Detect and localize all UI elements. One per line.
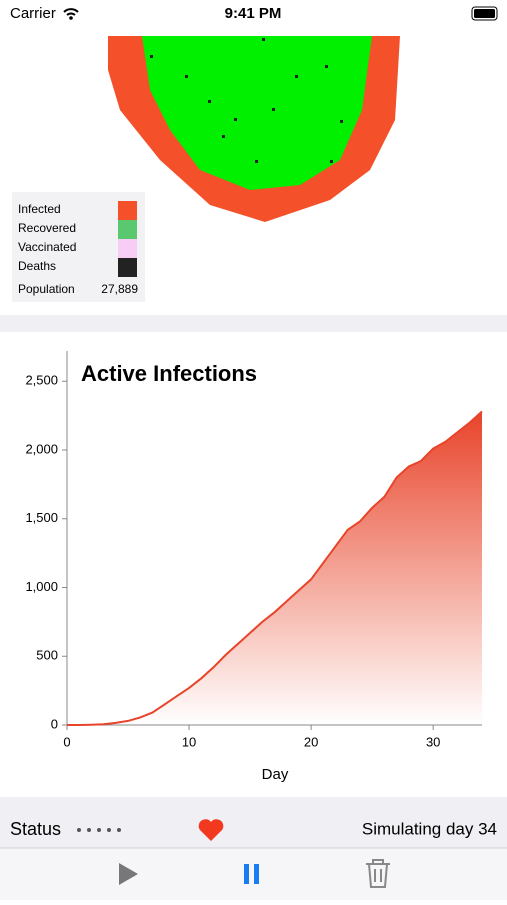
area-fill — [67, 411, 482, 725]
y-tick-label: 500 — [36, 648, 58, 663]
line — [67, 410, 483, 726]
pause-button-bar[interactable] — [254, 864, 259, 884]
y-tick-label: 2,500 — [25, 373, 58, 388]
toolbar — [0, 848, 507, 900]
battery-level — [474, 9, 495, 18]
chart-title: Active Infections — [81, 361, 257, 386]
population-label: Population — [18, 282, 75, 296]
trash-button[interactable] — [366, 859, 390, 888]
legend-label: Infected — [18, 202, 61, 216]
y-tick-label: 2,000 — [25, 441, 58, 456]
legend-label: Deaths — [18, 259, 56, 273]
x-tick-label: 20 — [304, 734, 318, 749]
status-bar — [0, 0, 507, 35]
clock: 9:41 PM — [225, 5, 282, 22]
legend-swatch — [118, 239, 137, 258]
legend-swatch — [118, 220, 137, 239]
legend: Infected Recovered Vaccinated Deaths Populat… — [18, 201, 138, 296]
x-axis-label: Day — [262, 766, 289, 783]
status-panel — [0, 797, 507, 848]
status-label: Status — [10, 819, 61, 839]
play-button[interactable] — [119, 863, 138, 885]
carrier: Carrier — [10, 5, 56, 22]
x-tick-label: 10 — [182, 734, 196, 749]
y-tick-label: 0 — [51, 716, 58, 731]
recovered-region — [142, 36, 372, 190]
wifi-icon — [63, 8, 79, 16]
legend-label: Recovered — [18, 221, 76, 235]
status-dots — [77, 828, 121, 832]
x-tick-label: 0 — [63, 734, 70, 749]
y-tick-label: 1,000 — [25, 579, 58, 594]
death-dots — [150, 38, 343, 163]
separator — [0, 315, 507, 332]
heart-icon — [198, 819, 224, 841]
y-tick-label: 1,500 — [25, 510, 58, 525]
legend-label: Vaccinated — [18, 240, 76, 254]
chart: Active Infections Day 0 500 1,000 1,500 2,00… — [25, 351, 483, 783]
pause-button[interactable] — [244, 864, 249, 884]
population-value: 27,889 — [101, 282, 138, 296]
status-message: Simulating day 34 — [362, 819, 497, 838]
legend-swatch — [118, 258, 137, 277]
simulation-map — [108, 36, 400, 222]
x-tick-label: 30 — [426, 734, 440, 749]
wifi-dot — [69, 16, 73, 20]
battery — [471, 6, 498, 21]
legend-swatch — [118, 201, 137, 220]
